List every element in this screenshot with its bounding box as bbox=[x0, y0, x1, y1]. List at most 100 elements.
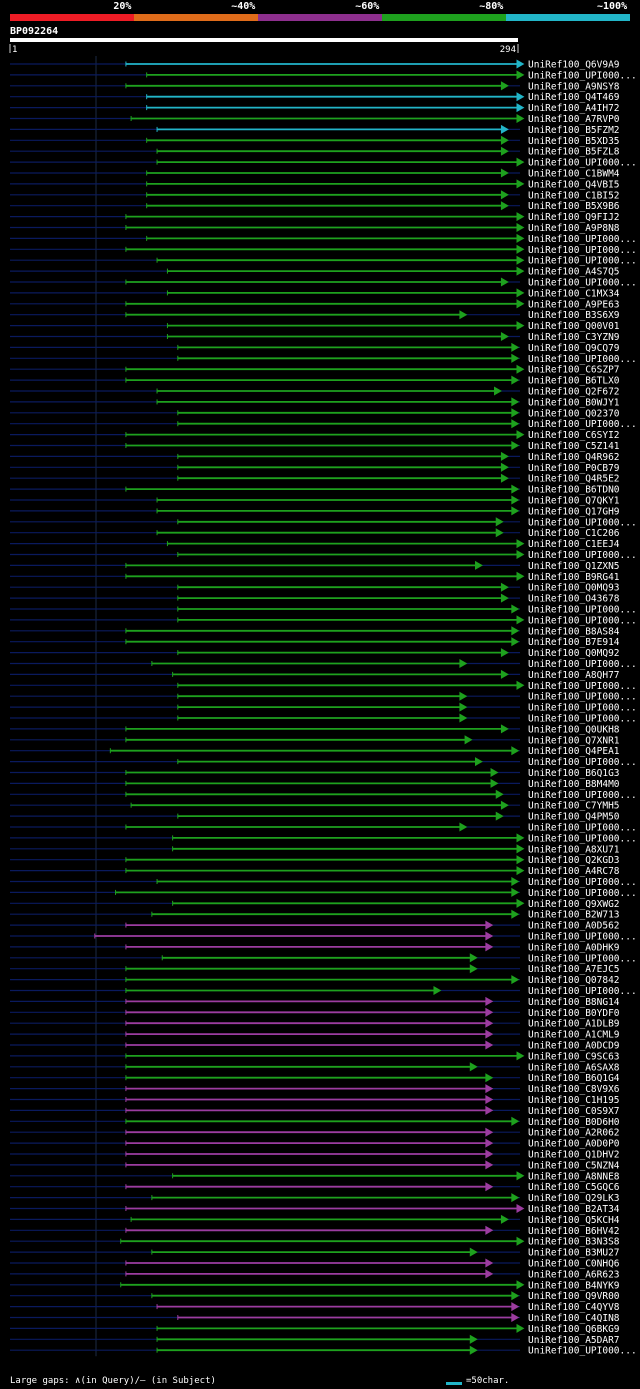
hit-arrow bbox=[511, 909, 520, 919]
hit-arrow bbox=[511, 876, 520, 887]
hit-label: UniRef100_B6TLX0 bbox=[528, 376, 620, 387]
hit-label: UniRef100_A8QH77 bbox=[528, 670, 620, 681]
footer-scale-bar bbox=[446, 1382, 462, 1385]
hit-arrow bbox=[516, 898, 525, 908]
hit-arrow bbox=[485, 1018, 494, 1028]
hit-arrow bbox=[511, 975, 520, 985]
hit-arrow bbox=[516, 92, 525, 102]
hit-label: UniRef100_Q4PM50 bbox=[528, 812, 620, 823]
hit-arrow bbox=[485, 1269, 494, 1279]
hit-label: UniRef100_Q1ZXN5 bbox=[528, 561, 620, 572]
hit-arrow bbox=[485, 1127, 494, 1137]
hit-label: UniRef100_A7RVP0 bbox=[528, 114, 620, 125]
hit-label: UniRef100_Q9CQ79 bbox=[528, 343, 620, 354]
hit-arrow bbox=[494, 386, 502, 396]
hit-label: UniRef100_Q4R5E2 bbox=[528, 474, 620, 485]
hit-label: UniRef100_A4IH72 bbox=[528, 103, 620, 114]
hit-arrow bbox=[469, 1345, 478, 1355]
hit-arrow bbox=[485, 1040, 494, 1050]
hit-arrow bbox=[485, 931, 494, 941]
hit-label: UniRef100_C6SZP7 bbox=[528, 365, 620, 376]
hit-label: UniRef100_B0WJY1 bbox=[528, 397, 620, 408]
hit-label: UniRef100_B5FZM2 bbox=[528, 125, 620, 136]
hit-arrow bbox=[516, 1236, 525, 1246]
hit-arrow bbox=[500, 451, 509, 461]
hit-label: UniRef100_Q17GH9 bbox=[528, 506, 620, 517]
hit-arrow bbox=[464, 735, 473, 745]
hit-label: UniRef100_A0DHK9 bbox=[528, 942, 620, 953]
hit-label: UniRef100_UPI000... bbox=[528, 681, 637, 692]
hit-arrow bbox=[485, 1149, 494, 1159]
hit-arrow bbox=[511, 375, 520, 385]
hit-arrow bbox=[500, 724, 509, 734]
hit-label: UniRef100_B5XD35 bbox=[528, 136, 620, 147]
hit-label: UniRef100_UPI000... bbox=[528, 888, 637, 899]
hit-arrow bbox=[459, 691, 468, 701]
hit-label: UniRef100_P0CB79 bbox=[528, 463, 620, 474]
hit-arrow bbox=[459, 310, 468, 320]
legend-segment bbox=[382, 14, 506, 21]
hit-arrow bbox=[511, 746, 520, 756]
hit-arrow bbox=[516, 244, 525, 254]
hit-arrow bbox=[511, 342, 520, 352]
hit-label: UniRef100_Q9XWG2 bbox=[528, 899, 620, 910]
hit-arrow bbox=[500, 331, 509, 342]
hit-arrow bbox=[500, 582, 509, 592]
hit-label: UniRef100_UPI000... bbox=[528, 877, 637, 888]
hit-arrow bbox=[516, 70, 525, 80]
hit-label: UniRef100_UPI000... bbox=[528, 833, 637, 844]
query-bar bbox=[10, 38, 518, 42]
hit-arrow bbox=[500, 800, 509, 810]
hit-arrow bbox=[511, 408, 520, 418]
hit-arrow bbox=[511, 1312, 520, 1323]
hit-label: UniRef100_B0D6H0 bbox=[528, 1117, 620, 1128]
hit-label: UniRef100_A8XU71 bbox=[528, 844, 620, 855]
hit-label: UniRef100_UPI000... bbox=[528, 256, 637, 267]
hit-arrow bbox=[516, 1280, 525, 1290]
hit-label: UniRef100_Q0UKH8 bbox=[528, 724, 620, 735]
hit-label: UniRef100_A4RC78 bbox=[528, 866, 620, 877]
hit-arrow bbox=[500, 277, 509, 287]
hit-arrow bbox=[485, 1084, 494, 1094]
hit-arrow bbox=[516, 1051, 525, 1061]
hit-arrow bbox=[459, 658, 468, 669]
hit-arrow bbox=[511, 506, 520, 516]
hit-label: UniRef100_A6R623 bbox=[528, 1269, 620, 1280]
hit-label: UniRef100_A0D0P0 bbox=[528, 1139, 620, 1150]
hit-label: UniRef100_UPI000... bbox=[528, 953, 637, 964]
hit-arrow bbox=[485, 996, 494, 1006]
footer-scale-label: =50char. bbox=[466, 1376, 510, 1386]
hit-arrow bbox=[495, 517, 504, 527]
hit-arrow bbox=[511, 495, 520, 505]
hit-arrow bbox=[511, 484, 520, 494]
hit-arrow bbox=[500, 190, 509, 200]
hit-arrow bbox=[485, 942, 494, 952]
legend-labels: 20% ~40% ~60% ~80% ~100% bbox=[10, 0, 630, 12]
hit-label: UniRef100_UPI000... bbox=[528, 278, 637, 289]
hit-arrow bbox=[500, 135, 509, 145]
hit-arrow bbox=[516, 549, 525, 560]
legend-label: ~100% bbox=[597, 1, 628, 12]
hit-label: UniRef100_A6SAX8 bbox=[528, 1062, 620, 1073]
hit-label: UniRef100_UPI000... bbox=[528, 986, 637, 997]
hit-arrow bbox=[469, 1334, 478, 1344]
legend-label: ~60% bbox=[355, 1, 380, 12]
hit-arrow bbox=[516, 615, 525, 625]
hit-label: UniRef100_C7YMH5 bbox=[528, 801, 620, 812]
hit-arrow bbox=[485, 1105, 494, 1115]
hit-label: UniRef100_C1C206 bbox=[528, 528, 620, 539]
hit-arrow bbox=[516, 233, 525, 243]
hit-label: UniRef100_UPI000... bbox=[528, 714, 637, 725]
hit-label: UniRef100_A5DAR7 bbox=[528, 1335, 620, 1346]
hit-label: UniRef100_B6Q1G4 bbox=[528, 1073, 620, 1084]
hit-arrow bbox=[500, 648, 509, 658]
hit-label: UniRef100_A1CML9 bbox=[528, 1030, 620, 1041]
hit-label: UniRef100_UPI000... bbox=[528, 790, 637, 801]
hit-arrow bbox=[500, 669, 509, 679]
hit-label: UniRef100_UPI000... bbox=[528, 354, 637, 365]
legend-segment bbox=[134, 14, 258, 21]
hit-arrow bbox=[516, 680, 525, 690]
hit-label: UniRef100_B8M4M0 bbox=[528, 779, 620, 790]
hit-arrow bbox=[469, 1062, 478, 1072]
hit-label: UniRef100_Q9VR00 bbox=[528, 1291, 620, 1302]
